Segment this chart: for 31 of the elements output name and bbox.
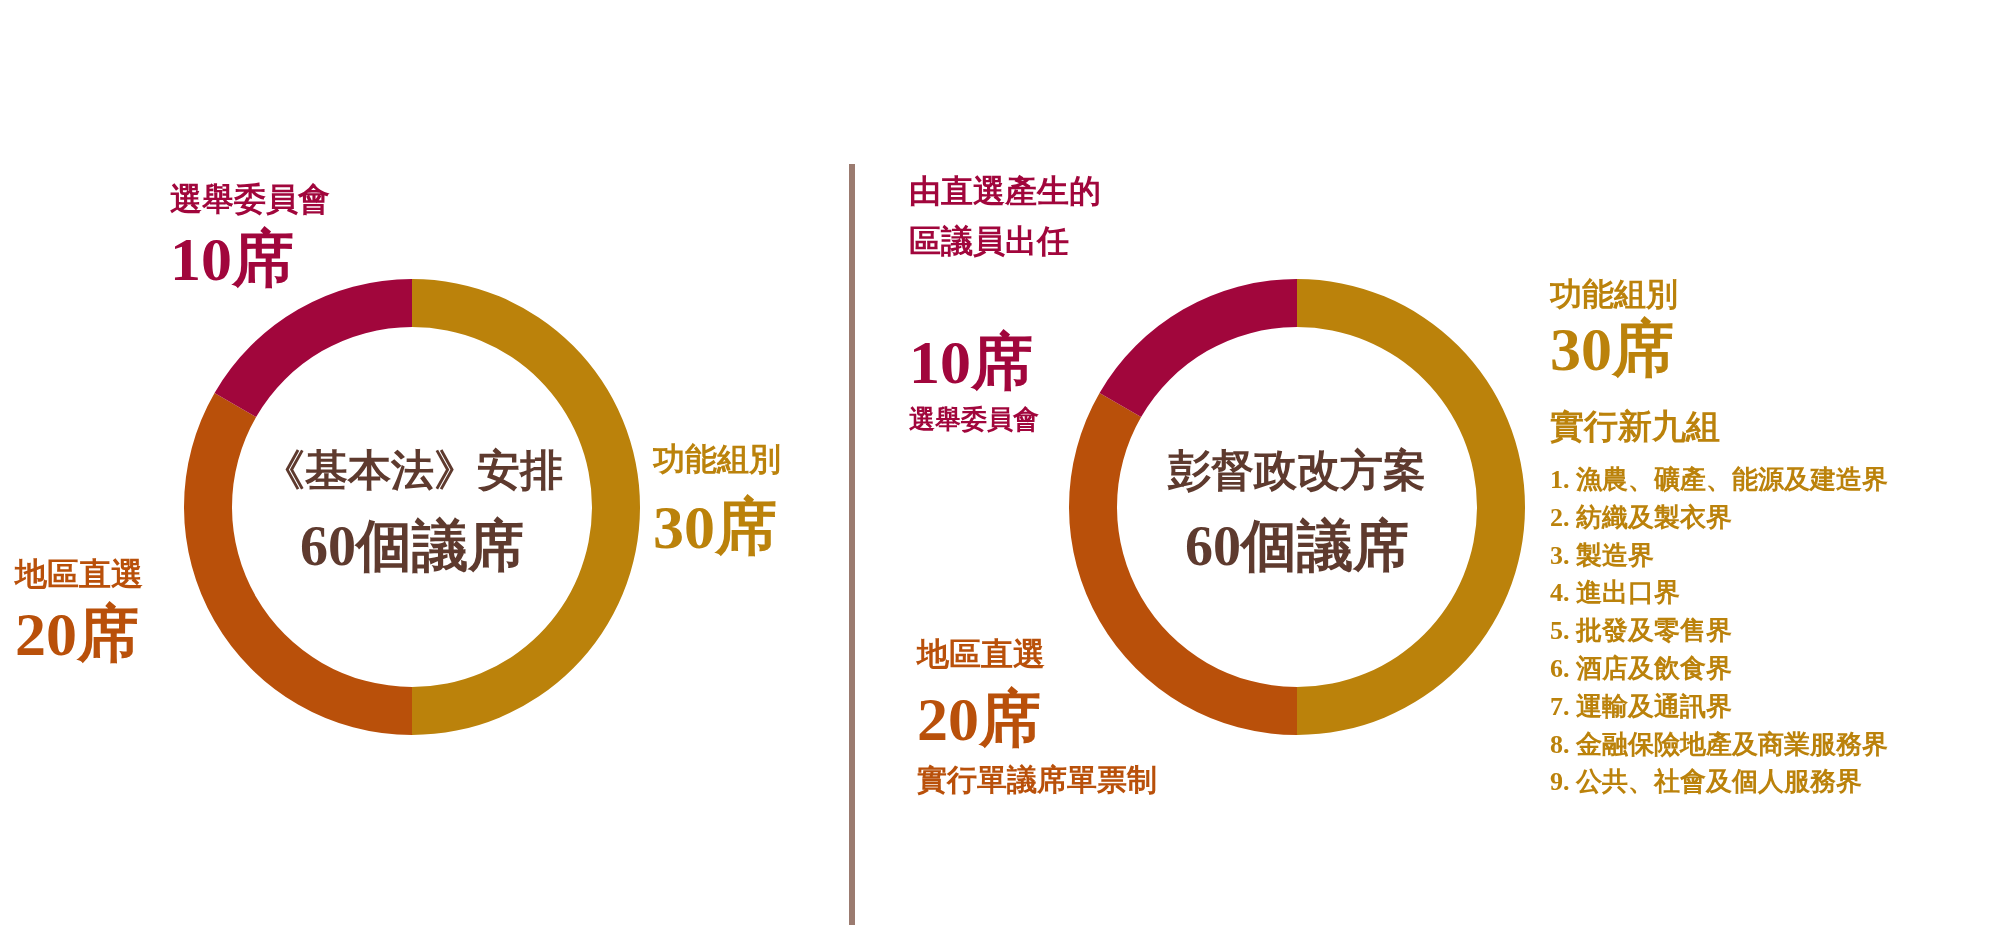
slice-label: 選舉委員會 [170, 181, 330, 217]
data-label: 10席 [170, 225, 294, 293]
donut-slice [1297, 279, 1525, 735]
text: 4. 進出口界 [1550, 578, 1680, 608]
text: 彭督政改方案 [1167, 447, 1426, 494]
text: 3. 製造界 [1550, 540, 1654, 570]
slice-label: 地區直選 [13, 556, 143, 592]
slice-label: 功能組別 [1549, 276, 1678, 312]
data-label: 10席 [909, 328, 1033, 396]
slice-label: 地區直選 [915, 636, 1045, 672]
text: 6. 酒店及飲食界 [1550, 654, 1732, 683]
slice-label: 由直選產生的區議員出任 [909, 173, 1101, 259]
text: 7. 運輸及通訊界 [1550, 691, 1732, 721]
text: 《基本法》安排 [261, 447, 563, 494]
data-label: 30席 [1550, 315, 1674, 383]
text: 實行單議席單票制 [917, 763, 1157, 796]
data-label: 20席 [917, 685, 1041, 753]
text: 8. 金融保險地產及商業服務界 [1550, 729, 1888, 759]
text: 9. 公共、社會及個人服務界 [1550, 767, 1862, 797]
text: 選舉委員會 [909, 405, 1039, 434]
data-label: 20席 [15, 600, 139, 668]
text: 1. 漁農、礦產、能源及建造界 [1550, 465, 1888, 494]
text: 60個議席 [1185, 515, 1409, 577]
text: 2. 紡織及製衣界 [1550, 502, 1732, 532]
data-label: 30席 [653, 493, 777, 561]
text: 60個議席 [300, 515, 524, 577]
donut-slice [1069, 393, 1297, 735]
slice-label: 功能組別 [652, 441, 781, 477]
text: 5. 批發及零售界 [1550, 616, 1732, 646]
donut-slice [1099, 279, 1297, 417]
text: 實行新九組 [1550, 408, 1720, 445]
